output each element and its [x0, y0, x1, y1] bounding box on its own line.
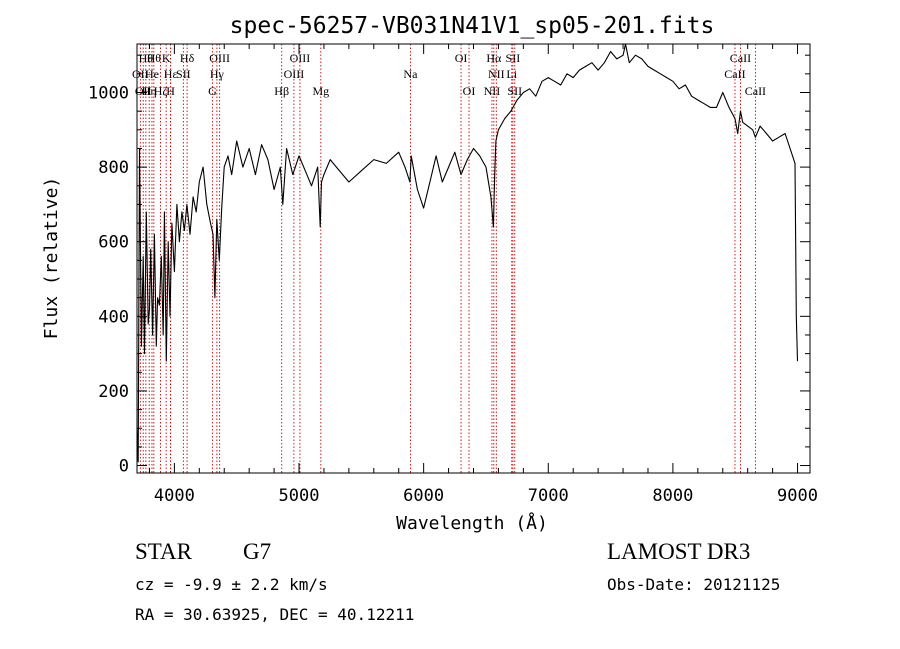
line-marker-label-22: NII: [484, 84, 501, 98]
object-subclass: G7: [243, 539, 271, 564]
chart-title: spec-56257-VB031N41V1_sp05-201.fits: [230, 13, 715, 39]
line-markers: [139, 44, 756, 473]
line-marker-label-25: Li: [506, 67, 517, 81]
plot-frame: [136, 43, 811, 474]
y-axis-label: Flux (relative): [41, 177, 62, 340]
y-tick-label-3: 600: [98, 233, 129, 253]
line-marker-label-26: SII: [506, 51, 521, 65]
line-marker-label-23: Hα: [486, 51, 502, 65]
y-tick-label-1: 200: [98, 382, 129, 402]
line-marker-label-12: G: [208, 84, 217, 98]
line-marker-label-16: OIII: [284, 67, 305, 81]
line-marker-label-5: Hθ: [147, 51, 162, 65]
line-marker-label-29: CaII: [730, 51, 751, 65]
survey-name: LAMOST DR3: [607, 539, 750, 564]
y-tick-label-4: 800: [98, 158, 129, 178]
line-marker-label-27: SII: [507, 84, 522, 98]
x-tick-label-0: 4000: [154, 486, 195, 506]
y-tick-label-2: 400: [98, 307, 129, 327]
x-tick-label-2: 6000: [403, 486, 444, 506]
line-marker-label-30: CaII: [745, 84, 766, 98]
axis-ticks: [137, 44, 810, 473]
x-tick-label-4: 8000: [652, 486, 693, 506]
coordinates-text: RA = 30.63925, DEC = 40.12211: [135, 605, 414, 624]
line-marker-label-7: K: [162, 51, 171, 65]
obs-date-text: Obs-Date: 20121125: [607, 575, 780, 594]
x-tick-label-5: 9000: [777, 486, 818, 506]
line-marker-label-18: Mg: [312, 84, 329, 98]
line-marker-label-24: NII: [488, 67, 505, 81]
redshift-text: cz = -9.9 ± 2.2 km/s: [135, 575, 328, 594]
line-marker-label-15: Hβ: [274, 84, 289, 98]
line-marker-label-21: OI: [463, 84, 476, 98]
line-marker-label-28: CaII: [724, 67, 745, 81]
line-marker-label-14: OIII: [209, 51, 230, 65]
y-tick-label-0: 0: [119, 457, 129, 477]
line-marker-label-10: SII: [176, 67, 191, 81]
line-marker-label-17: OIII: [290, 51, 311, 65]
axis-tick-labels: 4000 5000 6000 7000 8000 9000 0 200 400 600 800 100…: [88, 83, 818, 506]
line-marker-label-19: Na: [403, 67, 418, 81]
line-marker-label-11: Hδ: [180, 51, 195, 65]
line-marker-label-2: Hθ: [139, 51, 154, 65]
y-tick-label-5: 1000: [88, 83, 129, 103]
line-marker-label-1: OII: [135, 84, 152, 98]
object-class: STAR: [135, 539, 193, 564]
x-tick-label-3: 7000: [528, 486, 569, 506]
line-marker-label-8: H: [166, 84, 175, 98]
line-marker-label-4: He: [145, 67, 159, 81]
x-tick-label-1: 5000: [279, 486, 320, 506]
line-marker-labels: OIIOIIHθHηHeHθHζKHHεSIIHδGHγOIIIHβOIIIOI…: [132, 51, 766, 98]
line-marker-label-9: Hε: [164, 67, 178, 81]
line-marker-label-6: Hζ: [154, 84, 168, 98]
line-marker-label-13: Hγ: [210, 67, 225, 81]
line-marker-label-3: Hη: [142, 84, 157, 98]
line-marker-label-20: OI: [455, 51, 468, 65]
x-axis-label: Wavelength (Å): [396, 512, 548, 534]
spectrum-line: [136, 43, 799, 463]
